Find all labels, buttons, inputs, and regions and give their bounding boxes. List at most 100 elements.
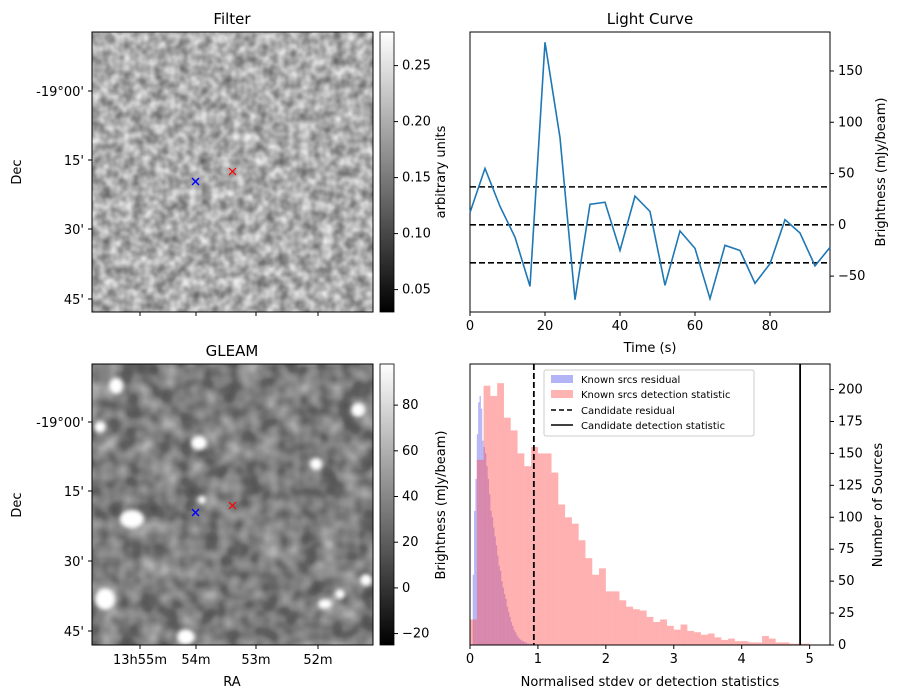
legend-swatch-residual — [551, 375, 573, 383]
detection-bar — [728, 638, 735, 645]
filter-blue-marker — [191, 177, 200, 186]
detection-bar — [517, 453, 525, 645]
residual-bar — [483, 447, 485, 645]
detection-bar — [490, 395, 498, 645]
histogram-panel: 0 1 2 3 4 5 0 25 50 75 100 125 150 175 200 Normalised… — [466, 363, 886, 690]
detection-bar — [578, 540, 586, 645]
colorbar-tick-label: −20 — [402, 627, 429, 642]
residual-bar — [525, 642, 528, 645]
residual-bar — [494, 536, 496, 645]
gleam-ytick-2: 30' — [64, 555, 84, 570]
gleam-ytick-3: 45' — [64, 625, 84, 640]
filter-colorbar — [379, 31, 395, 313]
gleam-blue-marker — [191, 508, 200, 517]
gleam-frame — [91, 363, 374, 646]
residual-bar — [529, 643, 532, 645]
gleam-image — [92, 364, 373, 645]
detection-bar — [605, 591, 613, 645]
filter-ytick-1: 15' — [64, 154, 84, 169]
detection-bar — [721, 639, 729, 645]
detection-bar — [626, 606, 634, 645]
lightcurve-title: Light Curve — [607, 10, 693, 28]
detection-bar — [660, 619, 667, 645]
x-tick-label: 80 — [762, 319, 779, 334]
residual-bar — [506, 606, 509, 645]
residual-bar — [475, 478, 477, 645]
y-tick-label: 50 — [838, 167, 855, 182]
detection-bar — [707, 633, 715, 645]
legend-swatch-detection — [551, 390, 573, 398]
filter-colorbar-ticks: 0.05 0.10 0.15 0.20 0.25 — [394, 59, 431, 298]
lightcurve-series-line — [469, 42, 831, 302]
y-tick-label: 50 — [838, 574, 855, 589]
residual-bar — [480, 408, 483, 645]
residual-bar — [472, 574, 475, 645]
residual-bar — [484, 453, 487, 645]
residual-bar — [499, 570, 502, 645]
filter-ylabel: Dec — [10, 159, 25, 184]
detection-bar — [762, 636, 769, 645]
detection-bar — [497, 383, 504, 645]
gleam-panel: GLEAM -19°00' 15 — [10, 342, 449, 690]
histogram-x-ticks: 0 1 2 3 4 5 — [466, 645, 814, 667]
y-tick-label: 25 — [838, 606, 855, 621]
gleam-xtick-0: 13h55m — [113, 653, 167, 668]
detection-bar — [503, 417, 511, 645]
detection-bar — [775, 642, 783, 645]
residual-bar — [522, 641, 525, 645]
detection-bar — [524, 466, 532, 645]
y-tick-label: 100 — [838, 115, 863, 130]
histogram-ylabel: Number of Sources — [871, 443, 886, 568]
detection-bar — [612, 591, 620, 645]
detection-bar — [470, 619, 477, 645]
detection-bar — [476, 459, 484, 645]
gleam-ytick-0: -19°00' — [36, 416, 84, 431]
residual-bar — [513, 629, 515, 645]
histogram-bars — [470, 383, 810, 645]
detection-bar — [633, 609, 640, 645]
detection-bar — [680, 624, 688, 645]
detection-bar — [748, 642, 756, 645]
x-tick-label: 5 — [805, 652, 813, 667]
residual-bar — [486, 466, 488, 645]
detection-bar — [544, 453, 552, 645]
detection-bar — [599, 568, 606, 645]
residual-bar — [490, 510, 492, 645]
gleam-bright-sources — [94, 378, 372, 645]
colorbar-tick-label: 60 — [402, 444, 419, 459]
residual-bar — [521, 641, 523, 645]
gleam-colorbar-label: Brightness (mJy/beam) — [434, 431, 449, 580]
lightcurve-xlabel: Time (s) — [623, 341, 677, 356]
histogram-legend: Known srcs residual Known srcs detection… — [543, 369, 755, 437]
histogram-y-ticks: 0 25 50 75 100 125 150 175 200 — [830, 383, 863, 653]
residual-bar — [524, 642, 526, 645]
detection-bar — [510, 430, 518, 645]
residual-bar — [482, 440, 484, 645]
detection-bar — [755, 642, 763, 645]
detection-bar — [646, 616, 654, 645]
detection-bar — [694, 632, 701, 645]
x-tick-label: 20 — [537, 319, 554, 334]
residual-bar — [476, 434, 479, 645]
detection-bar — [687, 630, 695, 645]
filter-y-ticks — [88, 90, 319, 316]
filter-panel: Filter -19°00' 15' 30' 45' Dec 0.050.100… — [10, 10, 449, 316]
residual-bar — [495, 545, 498, 645]
y-tick-label: 100 — [838, 510, 863, 525]
detection-bar — [585, 558, 593, 645]
detection-bar — [768, 638, 776, 645]
histogram-border — [469, 363, 831, 646]
legend-label-residual: Known srcs residual — [581, 375, 680, 386]
detection-bar — [714, 637, 722, 645]
x-tick-label: 40 — [612, 319, 629, 334]
detection-bar — [592, 574, 600, 645]
colorbar-tick-label: 0.10 — [402, 227, 431, 242]
gleam-xtick-1: 54m — [181, 653, 210, 668]
detection-bar — [551, 472, 559, 645]
histogram-xlabel: Normalised stdev or detection statistics — [521, 675, 780, 690]
x-tick-label: 0 — [466, 652, 474, 667]
x-tick-label: 0 — [466, 319, 474, 334]
x-tick-label: 1 — [534, 652, 542, 667]
colorbar-tick-label: 40 — [402, 490, 419, 505]
residual-bar — [516, 634, 518, 645]
